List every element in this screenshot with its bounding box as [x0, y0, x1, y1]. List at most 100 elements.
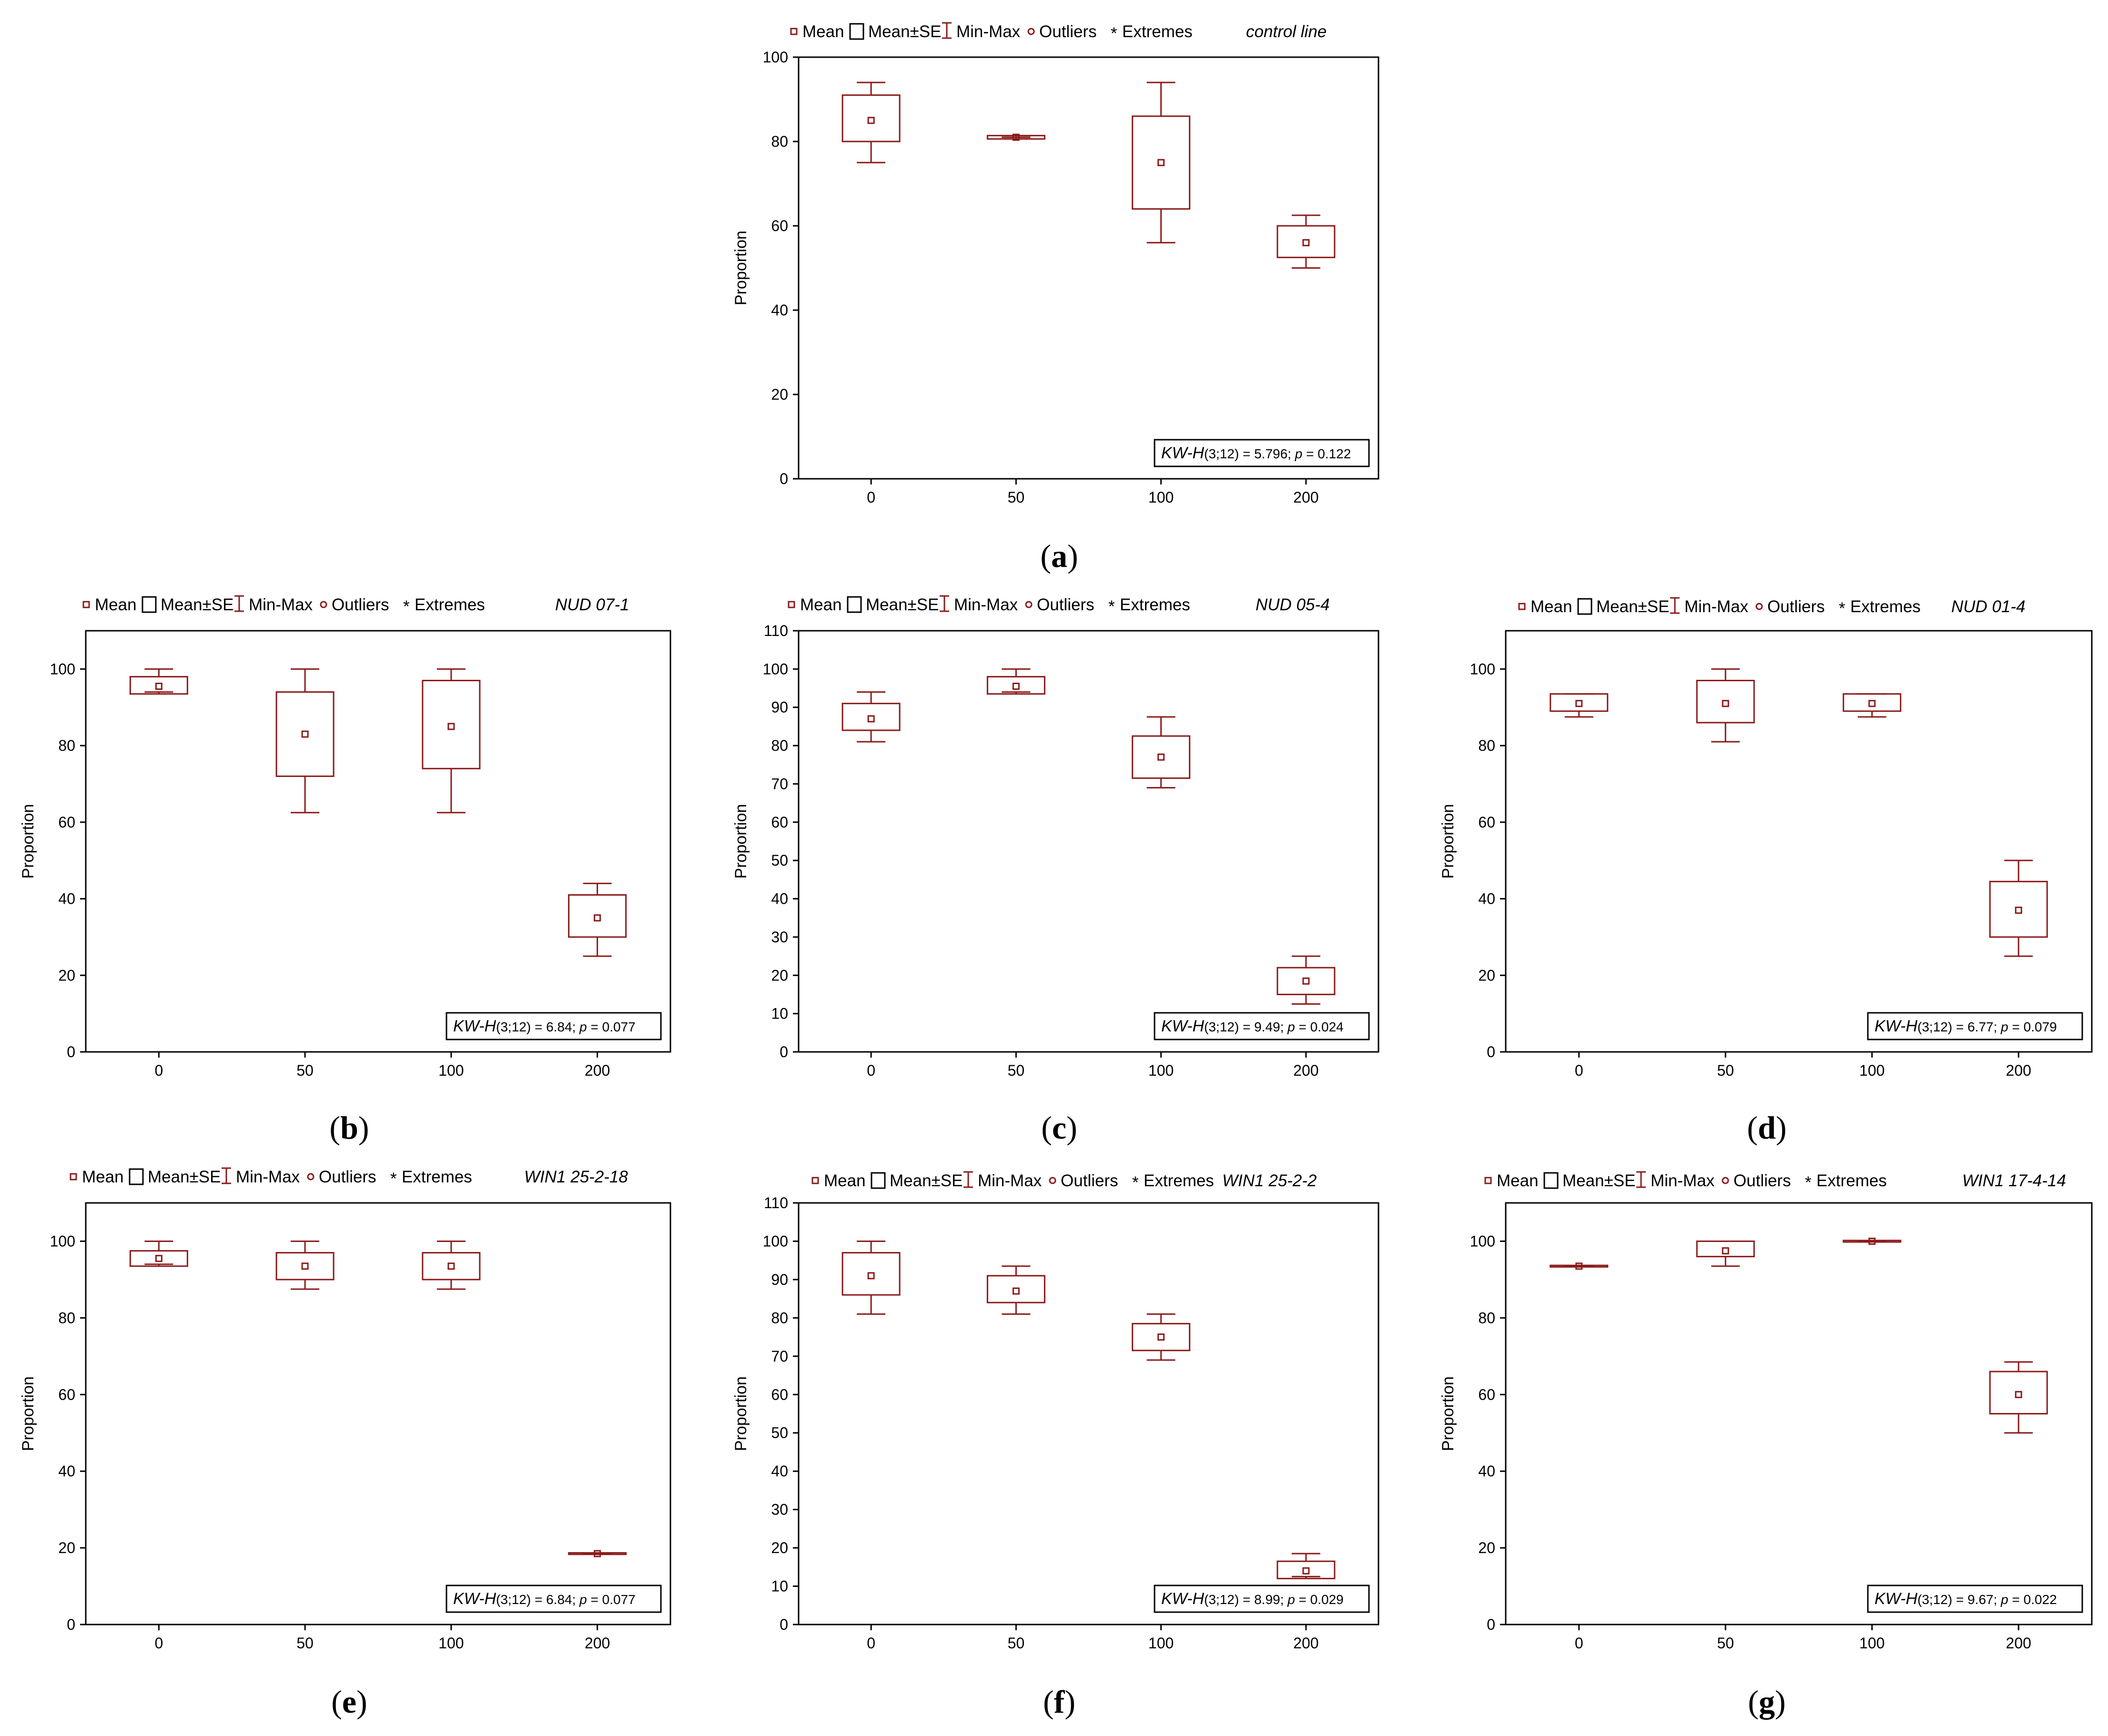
mean-marker — [1012, 1287, 1020, 1295]
legend-outliers-label: Outliers — [1733, 1171, 1791, 1190]
y-tick-label: 60 — [1478, 814, 1495, 831]
panel-label: (f) — [1043, 1684, 1075, 1720]
stat-box — [1154, 1585, 1370, 1613]
y-tick-label: 100 — [763, 660, 788, 677]
y-tick-label: 40 — [1478, 1463, 1495, 1480]
se-box — [129, 1250, 188, 1267]
legend-mean-icon — [82, 601, 90, 608]
y-tick-label: 50 — [771, 852, 788, 869]
stat-text-part: p — [1295, 446, 1303, 461]
legend-mean-se-label: Mean±SE — [890, 1171, 963, 1190]
mean-marker — [1302, 239, 1310, 246]
panel-label: (d) — [1747, 1110, 1786, 1146]
stat-text-part: p — [579, 1019, 587, 1034]
y-tick-label: 20 — [771, 967, 788, 984]
mean-marker — [867, 117, 875, 124]
x-tick-label: 200 — [1293, 1635, 1318, 1652]
panel-title: WIN1 25-2-18 — [524, 1168, 628, 1186]
panel-title: WIN1 17-4-14 — [1962, 1171, 2066, 1190]
y-tick-label: 60 — [771, 1386, 788, 1403]
y-tick-label: 0 — [780, 1043, 788, 1060]
plot-frame — [85, 630, 671, 1053]
legend-extremes-label: Extremes — [1120, 595, 1190, 614]
y-tick-label: 0 — [67, 1043, 75, 1060]
legend-mean-icon — [1518, 603, 1526, 610]
legend-mean-se-label: Mean±SE — [161, 595, 233, 614]
se-box — [1989, 880, 2048, 938]
y-tick-label: 110 — [764, 622, 788, 639]
se-box — [1696, 679, 1755, 724]
y-tick-label: 90 — [771, 699, 788, 716]
stat-text: KW-H(3;12) = 6.84; p = 0.077 — [453, 1590, 636, 1608]
se-box — [841, 703, 901, 731]
y-axis-label: Proportion — [732, 231, 750, 305]
se-box — [422, 1252, 481, 1281]
legend-extremes-icon: * — [403, 597, 410, 616]
mean-marker — [1722, 1247, 1729, 1255]
legend-min-max-label: Min-Max — [1651, 1171, 1715, 1190]
panel-label: (a) — [1040, 538, 1078, 574]
legend-mean-se-icon — [1577, 598, 1592, 615]
stat-text-part: = 0.077 — [587, 1019, 636, 1034]
legend-outliers-icon — [1025, 601, 1033, 608]
y-tick-label: 20 — [1478, 1539, 1495, 1556]
legend-extremes-label: Extremes — [1850, 597, 1921, 616]
panel-title: control line — [1246, 22, 1327, 41]
stat-text: KW-H(3;12) = 9.67; p = 0.022 — [1875, 1590, 2057, 1608]
x-tick-label: 100 — [1148, 1635, 1174, 1652]
y-tick-label: 80 — [58, 1309, 75, 1326]
y-tick-label: 30 — [771, 1501, 788, 1518]
y-tick-label: 20 — [1478, 967, 1495, 984]
legend-extremes-icon: * — [390, 1170, 397, 1188]
legend-mean-se-icon — [1543, 1172, 1559, 1189]
panel-label-open: ( — [329, 1110, 340, 1146]
stat-text-part: = 0.024 — [1295, 1019, 1344, 1034]
x-tick-label: 200 — [1293, 489, 1318, 506]
legend-extremes-icon: * — [1805, 1173, 1812, 1192]
y-tick-label: 40 — [771, 1463, 788, 1480]
se-box — [1696, 1240, 1755, 1258]
legend-outliers-icon — [1722, 1177, 1729, 1184]
y-tick-label: 100 — [50, 1232, 75, 1250]
panel-label-close: ) — [1066, 1110, 1077, 1146]
y-tick-label: 60 — [1478, 1386, 1495, 1403]
stat-text-part: (3;12) — [496, 1592, 535, 1607]
legend-outliers-icon — [1049, 1177, 1056, 1184]
y-tick-label: 0 — [780, 470, 788, 487]
panel-label-letter: d — [1758, 1110, 1776, 1146]
y-tick-label: 20 — [58, 967, 75, 984]
stat-text-part: KW-H — [453, 1017, 496, 1035]
stat-annotation: KW-H(3;12) = 8.99; p = 0.029 — [1154, 1585, 1370, 1613]
x-tick-label: 0 — [154, 1635, 163, 1652]
panel-label-letter: c — [1052, 1110, 1066, 1146]
panel-label-letter: a — [1051, 538, 1067, 574]
x-tick-label: 100 — [438, 1062, 464, 1079]
stat-text-part: = 0.022 — [2008, 1592, 2057, 1607]
legend-extremes-label: Extremes — [1122, 22, 1193, 41]
panel-label-close: ) — [1775, 1684, 1786, 1720]
stat-text-part: p — [579, 1592, 587, 1607]
plot-frame — [798, 56, 1379, 480]
y-tick-label: 110 — [764, 1194, 788, 1211]
x-tick-label: 50 — [1008, 1635, 1025, 1652]
stat-text-part: = 5.796; — [1243, 446, 1295, 461]
x-tick-label: 200 — [1293, 1062, 1318, 1079]
panel-label-letter: b — [340, 1110, 358, 1146]
legend-mean-label: Mean — [800, 595, 842, 614]
x-tick-label: 0 — [867, 1635, 875, 1652]
legend-mean-se-label: Mean±SE — [866, 595, 939, 614]
stat-text-part: p — [1287, 1019, 1295, 1034]
legend-extremes-icon: * — [1132, 1173, 1139, 1192]
se-box — [1989, 1371, 2048, 1414]
y-tick-label: 60 — [771, 814, 788, 831]
stat-text-part: = 6.84; — [535, 1592, 579, 1607]
legend-extremes-label: Extremes — [402, 1168, 472, 1186]
y-tick-label: 100 — [763, 1232, 788, 1250]
y-tick-label: 20 — [771, 386, 788, 403]
stat-text-part: p — [2000, 1592, 2008, 1607]
stat-text-part: = 8.99; — [1243, 1592, 1287, 1607]
stat-text-part: = 9.67; — [1956, 1592, 2001, 1607]
se-box — [275, 1252, 334, 1281]
y-tick-label: 40 — [1478, 890, 1495, 908]
legend-min-max-label: Min-Max — [236, 1168, 300, 1186]
